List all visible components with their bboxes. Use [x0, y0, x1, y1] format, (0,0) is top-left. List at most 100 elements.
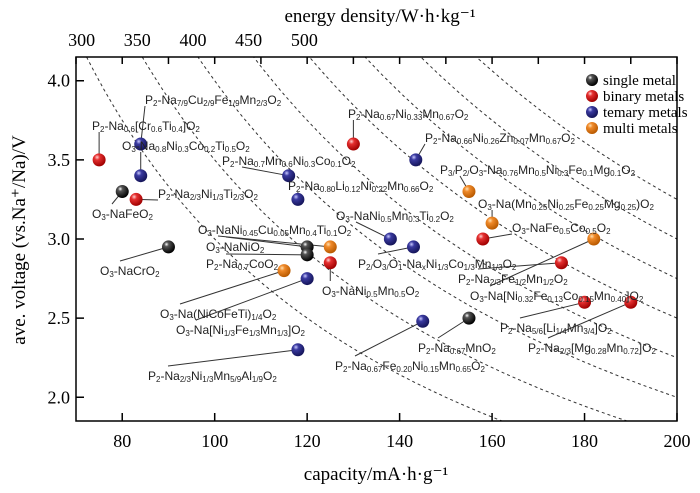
y-tick-label: 3.0	[48, 229, 71, 249]
data-point-ternary	[291, 343, 305, 357]
point-label: P2-Na2/3[Mg0.28Mn0.72]O2	[528, 341, 656, 356]
energy-label: 450	[235, 30, 262, 50]
data-point-single	[115, 185, 129, 199]
point-label: O3-NaCrO2	[100, 264, 160, 279]
x-tick-label: 180	[571, 431, 598, 451]
point-label: O3-NaNi0.45Cu0.05Mn0.4Ti0.1O2	[198, 223, 352, 238]
y-tick-label: 2.5	[48, 308, 71, 328]
y-tick-label: 4.0	[48, 71, 71, 91]
point-label: P2-Na0.66Ni0.26Zn0.07Mn0.67O2	[425, 131, 576, 146]
energy-curve	[420, 57, 677, 240]
x-tick-label: 80	[113, 431, 131, 451]
data-point-multi	[462, 185, 476, 199]
y-axis-title: ave. voltage (vs.Na⁺/Na)/V	[9, 135, 30, 345]
point-label: P2-Na0.7CoO2	[206, 257, 279, 272]
point-label: P2-Na0.67Ni0.33Mn0.67O2	[348, 107, 469, 122]
data-point-ternary	[300, 272, 314, 286]
leader-line	[477, 262, 562, 270]
data-point-ternary	[409, 153, 423, 167]
energy-curve	[85, 57, 504, 421]
energy-label: 400	[179, 30, 206, 50]
top-axis-title: energy density/W·h·kg⁻¹	[284, 6, 475, 27]
y-tick-label: 3.5	[48, 150, 71, 170]
energy-curve	[308, 57, 677, 319]
data-point-ternary	[416, 314, 430, 328]
data-point-binary	[92, 153, 106, 167]
leader-line	[354, 320, 423, 357]
data-point-ternary	[282, 169, 296, 183]
energy-curve	[197, 57, 677, 398]
data-point-binary	[129, 192, 143, 206]
data-point-single	[300, 248, 314, 262]
data-point-single	[161, 240, 175, 254]
point-label: O3-NaFe0.5Co0.5O2	[512, 221, 611, 236]
point-label: P2-Na0.67Fe0.20Ni0.15Mn0.65O2	[335, 359, 486, 374]
point-label: P2-Na7/9Cu2/9Fe1/9Mn2/3O2	[145, 93, 282, 108]
data-point-binary	[323, 256, 337, 270]
data-point-binary	[578, 295, 592, 309]
point-label: O3-Na[Ni0.32Fe0.13Co0.15Mn0.40]O2	[470, 289, 644, 304]
point-label: O3-Na(Mn0.25Ni0.25Fe0.25Mg0.25)O2	[478, 197, 655, 212]
x-tick-label: 140	[386, 431, 413, 451]
point-label: P2-Na0.67MnO2	[418, 341, 496, 356]
point-label: P2-Na2/3Ni1/3Mn5/9Al1/9O2	[148, 369, 277, 384]
energy-curve	[364, 57, 677, 280]
point-label: O3-NaNi0.5Mn0.5O2	[322, 284, 420, 299]
point-label: P2-Na0.80Li0.12Ni0.22Mn0.66O2	[288, 179, 434, 194]
point-label: P3/P2/O3-Na0.76Mn0.5Ni0.3Fe0.1Mg0.1O2	[440, 163, 636, 178]
data-point-ternary	[291, 192, 305, 206]
energy-label: 500	[291, 30, 318, 50]
data-point-multi	[323, 240, 337, 254]
leader-line	[195, 278, 308, 321]
legend-marker-single	[586, 74, 598, 86]
data-point-binary	[476, 232, 490, 246]
data-point-ternary	[383, 232, 397, 246]
x-tick-label: 100	[201, 431, 228, 451]
leader-line	[489, 238, 594, 287]
energy-label: 350	[124, 30, 151, 50]
leader-line	[225, 253, 308, 256]
energy-curve	[253, 57, 677, 359]
point-label: O3-Na(NiCoFeTi)1/4O2	[160, 307, 277, 322]
point-label: P2-Na2/3Fe1/2Mn1/2O2	[458, 272, 568, 287]
x-tick-label: 120	[294, 431, 321, 451]
legend-marker-ternary	[586, 106, 598, 118]
data-point-single	[462, 311, 476, 325]
point-label: O3-Na[Ni1/3Fe1/3Mn1/3]O2	[176, 323, 306, 338]
legend-label-binary: binary metals	[603, 89, 684, 105]
data-point-ternary	[134, 169, 148, 183]
energy-curve	[141, 57, 629, 421]
point-label: O3-NaFeO2	[92, 207, 153, 222]
legend-label-single: single metal	[603, 73, 676, 89]
leader-line	[519, 301, 585, 319]
point-label: O3-Na0.8Ni0.3Co0.2Ti0.5O2	[122, 139, 250, 154]
leader-line	[547, 301, 631, 339]
leader-line	[167, 349, 298, 367]
data-point-multi	[485, 216, 499, 230]
point-label: P2-Na0.7Mn0.6Ni0.3Co0.1O2	[222, 154, 356, 169]
data-point-multi	[587, 232, 601, 246]
y-tick-label: 2.0	[48, 387, 71, 407]
legend-marker-binary	[586, 90, 598, 102]
point-label: P2/O3/O1-NaxNi1/3Co1/3Mn1/3O2	[358, 257, 517, 272]
data-point-ternary	[134, 137, 148, 151]
point-label: O3-NaNi0.5Mn0.3Ti0.2O2	[336, 209, 454, 224]
x-tick-label: 160	[479, 431, 506, 451]
data-point-multi	[277, 264, 291, 278]
legend-label-multi: multi metals	[603, 121, 678, 137]
legend-label-ternary: temary metals	[603, 105, 688, 121]
leader-line	[241, 166, 289, 177]
point-label: P2-Na0.6[Cr0.6Ti0.4]O2	[92, 119, 200, 134]
data-point-ternary	[406, 240, 420, 254]
leader-line	[119, 246, 169, 262]
point-label: O3-NaNiO2	[206, 240, 265, 255]
data-point-binary	[346, 137, 360, 151]
data-point-binary	[554, 256, 568, 270]
point-label: P2-Na5/6[Li1/4Mn3/4]O2	[500, 321, 612, 336]
leader-line	[225, 236, 308, 248]
x-tick-label: 200	[664, 431, 691, 451]
point-label: P2-Na2/3Ni1/3Ti2/3O2	[158, 187, 258, 202]
legend-marker-multi	[586, 122, 598, 134]
